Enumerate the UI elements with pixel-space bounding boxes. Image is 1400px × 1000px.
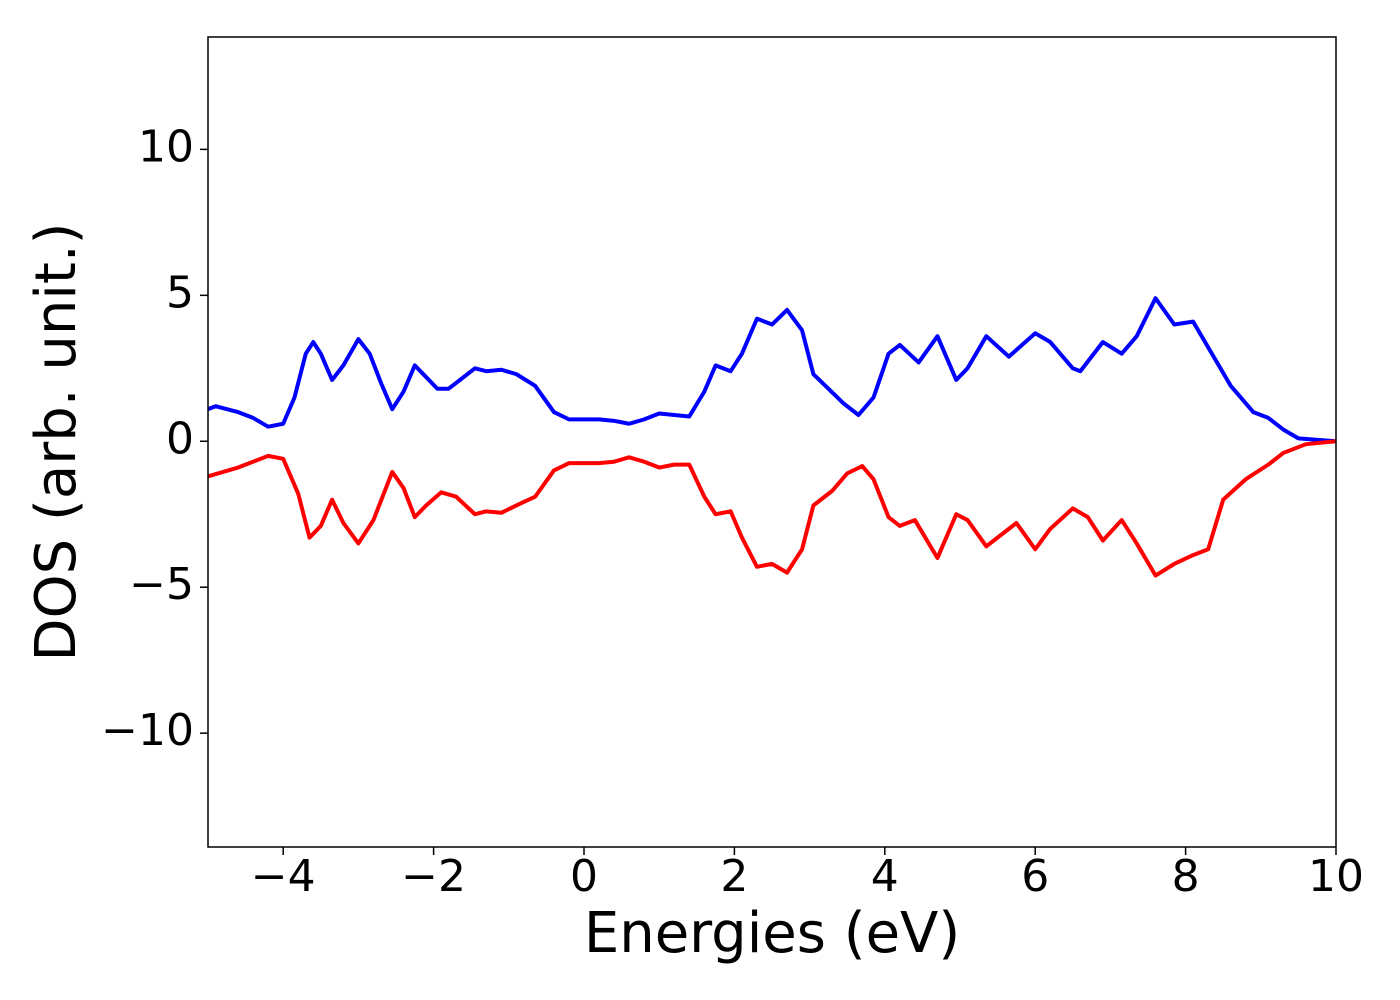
x-axis-label: Energies (eV)	[584, 901, 960, 966]
line	[208, 296, 1336, 444]
x-tick-label: 8	[1172, 851, 1200, 902]
x-tick-label: 6	[1021, 851, 1049, 902]
y-tick-label: −10	[101, 705, 194, 756]
x-tick-label: 0	[570, 851, 598, 902]
y-tick-label: −5	[129, 559, 194, 610]
x-tick-label: −4	[251, 851, 316, 902]
y-tick-label: 5	[166, 267, 194, 318]
y-tick-label: 10	[138, 121, 194, 172]
x-tick-label: −2	[401, 851, 466, 902]
x-tick-label: 4	[871, 851, 899, 902]
x-tick-label: 2	[720, 851, 748, 902]
y-tick-label: 0	[166, 413, 194, 464]
y-axis-label: DOS (arb. unit.)	[24, 222, 89, 661]
line	[208, 439, 1336, 578]
x-tick-label: 10	[1308, 851, 1364, 902]
plot-frame	[207, 36, 1337, 848]
